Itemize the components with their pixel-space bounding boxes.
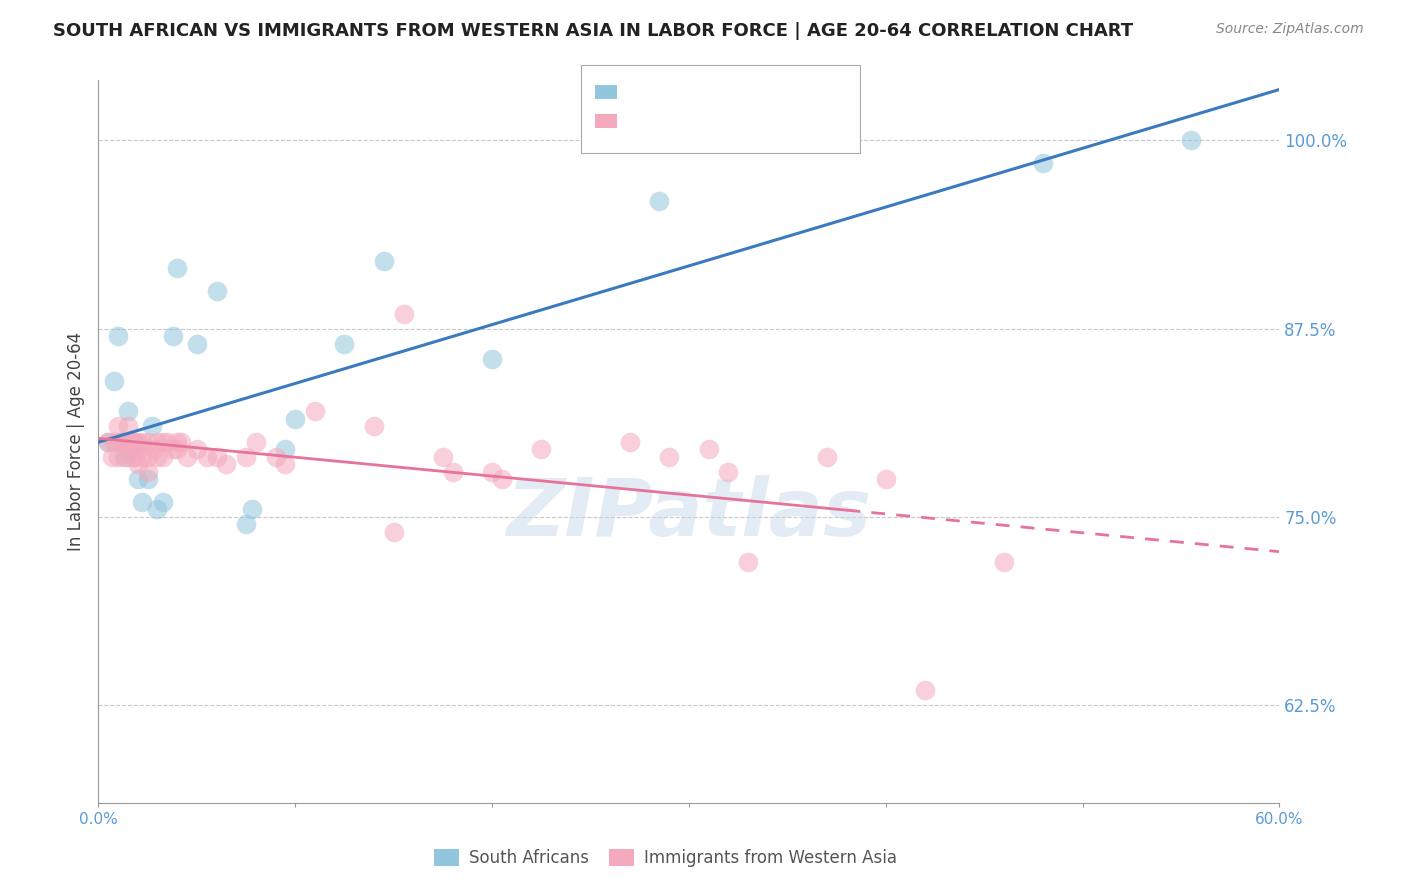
Text: SOUTH AFRICAN VS IMMIGRANTS FROM WESTERN ASIA IN LABOR FORCE | AGE 20-64 CORRELA: SOUTH AFRICAN VS IMMIGRANTS FROM WESTERN… [53,22,1133,40]
Point [304,404,326,418]
Point [112,434,135,449]
Point [166,261,188,276]
Point [619,434,641,449]
Point [166,434,188,449]
Point [205,450,228,464]
Point [697,442,720,456]
Point [111,434,134,449]
Point [118,442,141,456]
Point [382,524,405,539]
Text: ZIPatlas: ZIPatlas [506,475,872,553]
Point [152,495,174,509]
Point [441,465,464,479]
Point [103,434,125,449]
Y-axis label: In Labor Force | Age 20-64: In Labor Force | Age 20-64 [67,332,86,551]
Point [162,442,184,456]
Point [107,434,129,449]
Point [1032,156,1054,170]
Point [392,307,415,321]
Text: Source: ZipAtlas.com: Source: ZipAtlas.com [1216,22,1364,37]
Point [127,457,149,471]
Point [235,450,257,464]
Point [648,194,671,208]
Point [717,465,740,479]
Point [195,450,218,464]
Point [363,419,385,434]
Point [121,450,143,464]
Legend: South Africans, Immigrants from Western Asia: South Africans, Immigrants from Western … [427,842,904,874]
Point [264,450,287,464]
Point [737,555,759,569]
Point [107,450,129,464]
Point [274,457,297,471]
Point [146,450,169,464]
Point [152,450,174,464]
Point [127,434,149,449]
Point [245,434,267,449]
Point [115,450,138,464]
Point [117,419,139,434]
Point [142,442,165,456]
Point [131,434,153,449]
Point [274,442,297,456]
Point [136,465,159,479]
Point [136,434,159,449]
Point [491,472,513,486]
Point [118,434,141,449]
Point [127,442,149,456]
Point [205,284,228,298]
Point [432,450,454,464]
Point [186,336,208,351]
Point [136,472,159,486]
Point [170,434,193,449]
Point [103,375,125,389]
Point [186,442,208,456]
Point [136,450,159,464]
Point [152,434,174,449]
Point [97,434,120,449]
Point [481,351,503,366]
Point [101,450,124,464]
Point [176,450,198,464]
Point [146,502,169,516]
Point [141,419,163,434]
Point [131,450,153,464]
Point [107,419,129,434]
Point [97,434,120,449]
Point [815,450,838,464]
Point [333,336,356,351]
Point [156,434,179,449]
Point [122,450,145,464]
Text: R = -0.059  N = 59: R = -0.059 N = 59 [626,116,770,130]
Point [284,412,307,426]
Point [481,465,503,479]
Point [131,495,153,509]
Point [658,450,681,464]
Point [112,450,135,464]
Point [373,253,395,268]
Point [914,682,936,697]
Point [240,502,263,516]
Point [215,457,238,471]
Point [117,404,139,418]
Text: R =  0.605   N = 28: R = 0.605 N = 28 [626,87,775,101]
Point [122,434,145,449]
Point [162,329,184,343]
Point [127,472,149,486]
Point [122,434,145,449]
Point [117,434,139,449]
Point [146,434,169,449]
Point [1180,134,1202,148]
Point [993,555,1015,569]
Point [166,442,188,456]
Point [107,329,129,343]
Point [530,442,553,456]
Point [875,472,897,486]
Point [111,434,134,449]
Point [235,517,257,532]
